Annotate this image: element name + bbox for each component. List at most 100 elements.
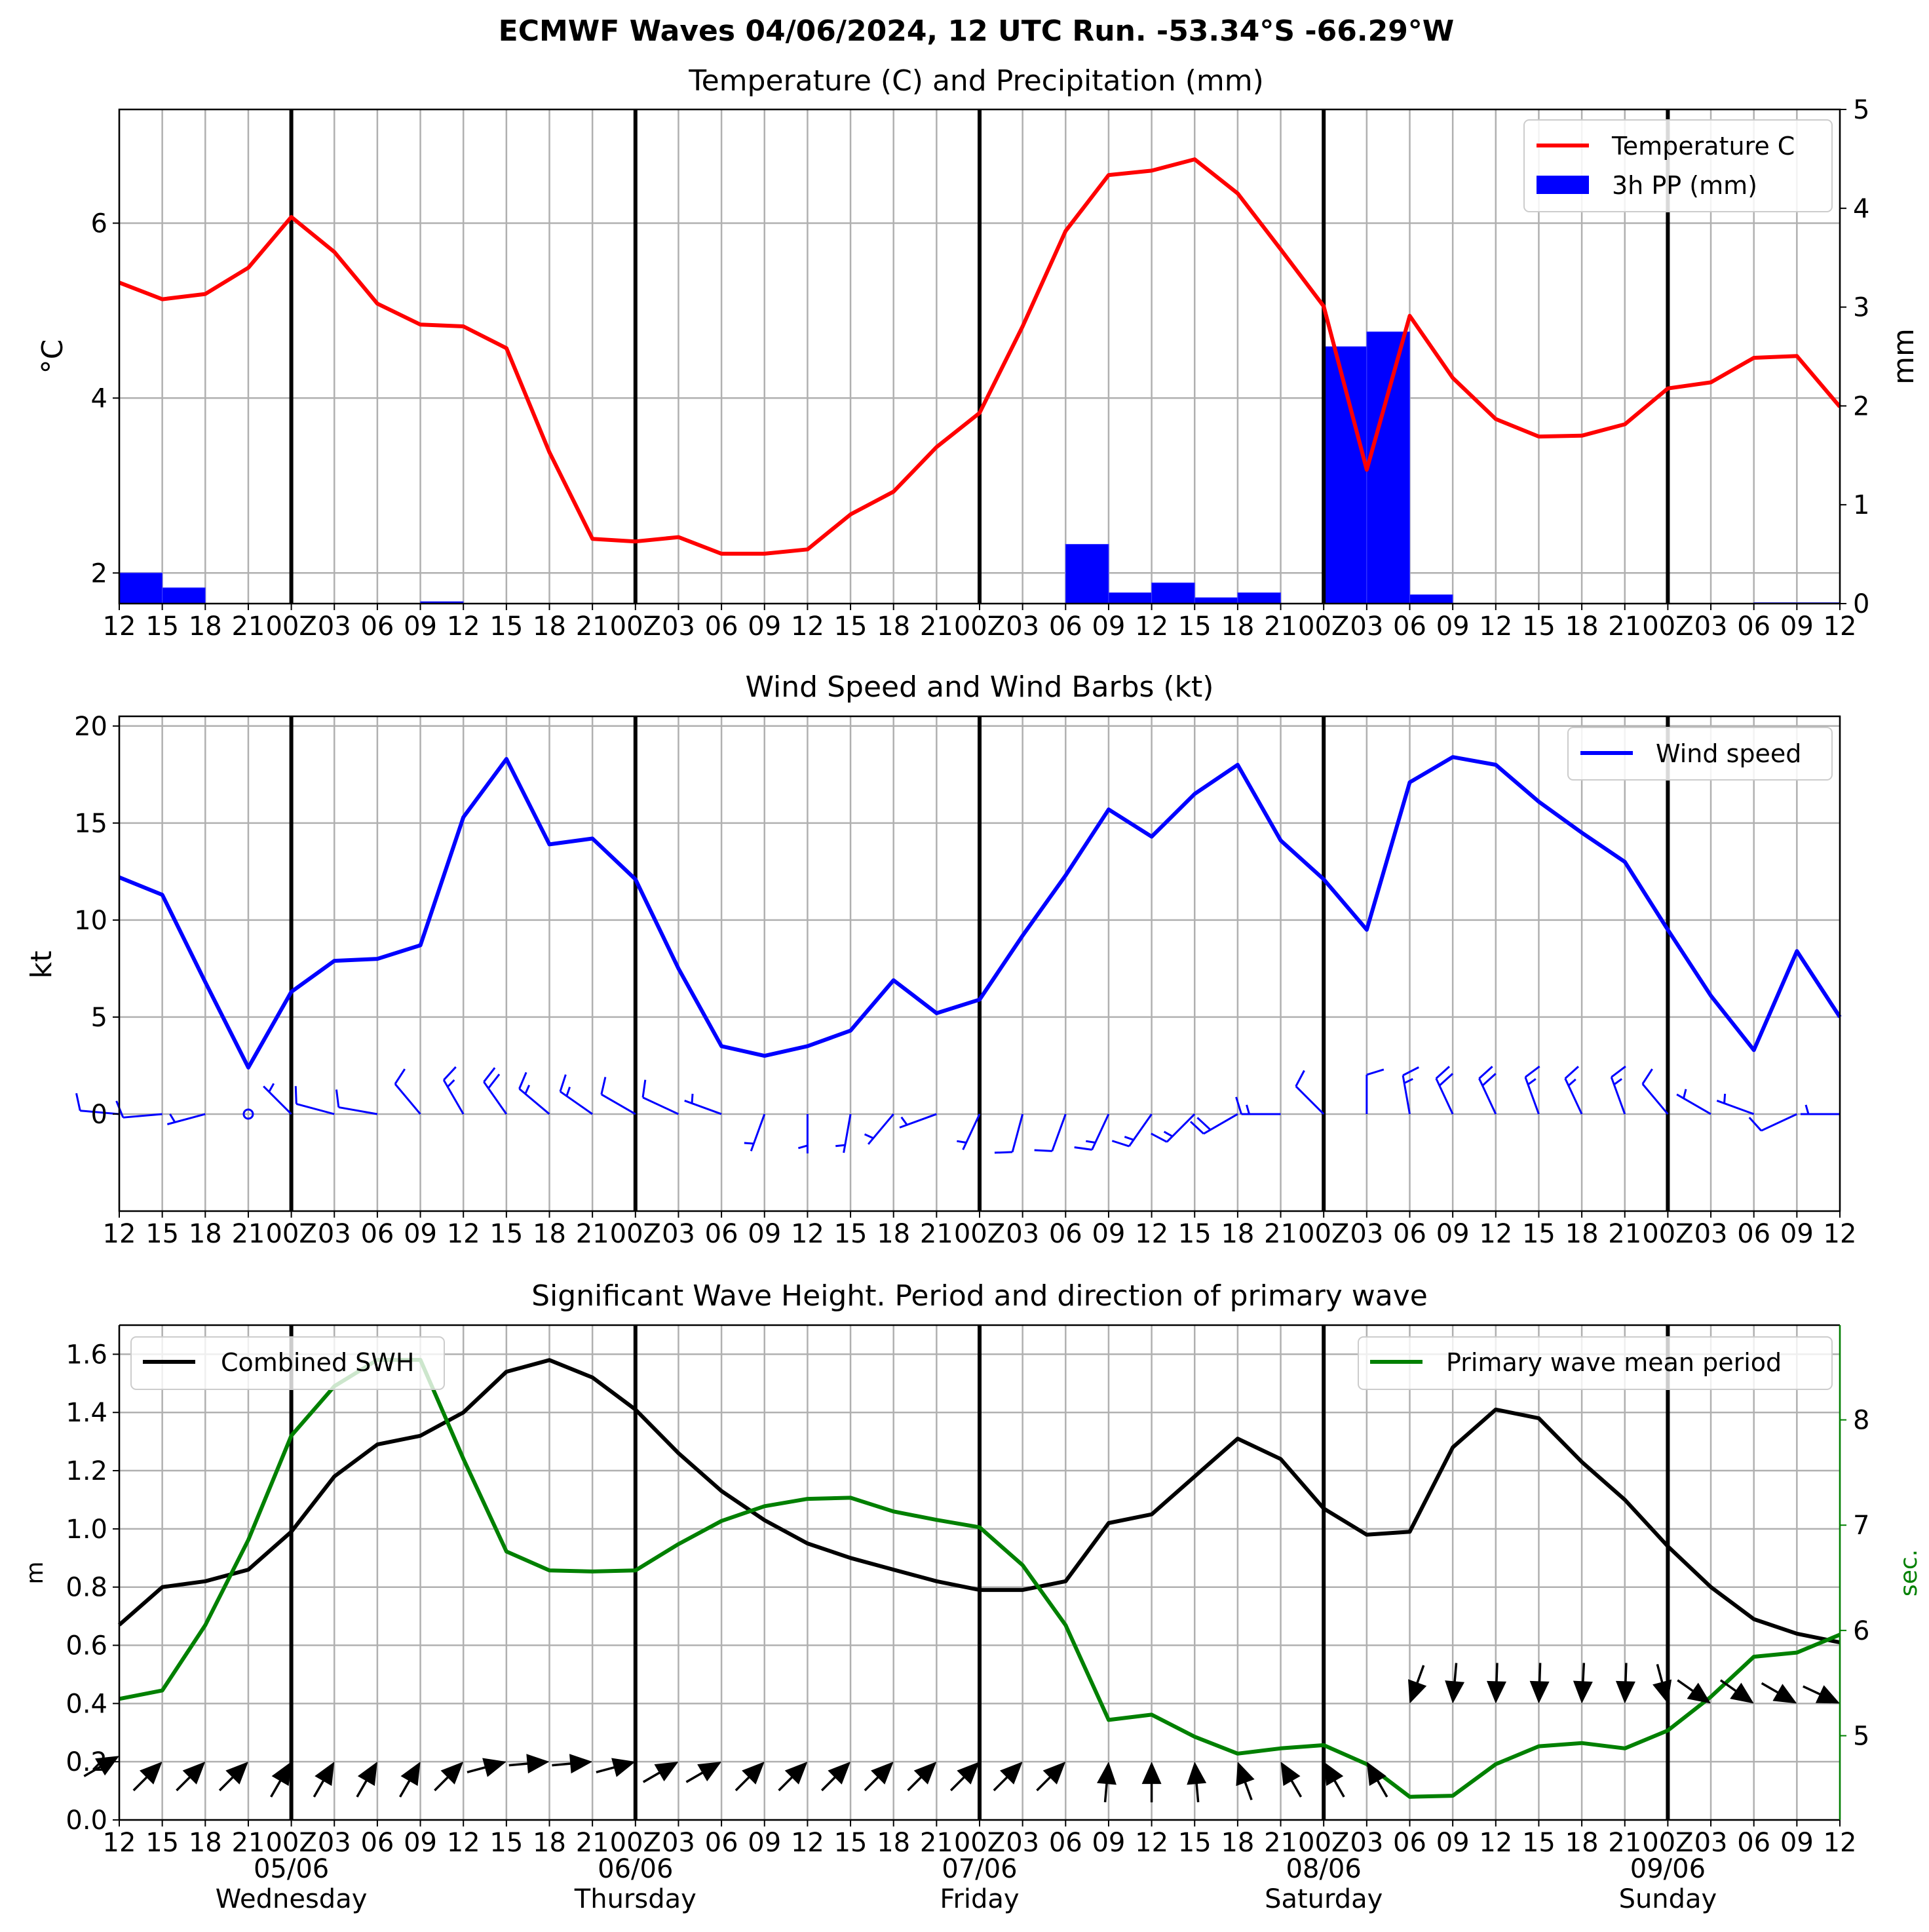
y-tick-label: 0 [91, 1100, 107, 1130]
wind-barb-staff [1295, 1085, 1325, 1115]
x-tick-label: 12 [1135, 611, 1168, 642]
x-tick-label: 03 [1694, 1828, 1728, 1858]
panel1-ylabel: °C [36, 339, 69, 374]
x-tick-label: 00Z [954, 1828, 1005, 1858]
wind-barb [1111, 1113, 1153, 1148]
x-tick-label: 18 [877, 1219, 910, 1249]
wind-barb-staff [338, 1106, 378, 1115]
wave-arrow-head [742, 1762, 765, 1785]
wind-barb [1366, 1068, 1385, 1114]
y-tick-label: 0.4 [66, 1689, 107, 1719]
wave-arrow-head [140, 1762, 162, 1785]
wind-barb-half-flag [1613, 1078, 1623, 1086]
wind-barb-half-flag [1683, 1089, 1687, 1099]
wave-direction-arrow [218, 1762, 248, 1792]
wave-arrow-head [225, 1762, 248, 1785]
wind-barb-staff [684, 1100, 722, 1115]
wind-barb-staff [899, 1113, 937, 1129]
wave-direction-arrow [1324, 1762, 1345, 1798]
x-tick-label: 18 [1565, 1219, 1599, 1249]
y-tick-label: 20 [74, 712, 107, 742]
wind-barb-staff [1564, 1077, 1583, 1115]
x-tick-label: 03 [318, 611, 351, 642]
wind-barb-staff [867, 1113, 894, 1145]
wave-direction-arrow [1236, 1762, 1255, 1801]
x-tick-label: 12 [447, 611, 480, 642]
x-tick-label: 21 [1608, 1828, 1641, 1858]
precip-bar [1151, 582, 1195, 604]
wave-arrow-head [526, 1754, 550, 1774]
wave-direction-arrow [1141, 1762, 1162, 1803]
x-tick-label: 12 [447, 1219, 480, 1249]
panel2-legend: Wind speed [1567, 727, 1833, 781]
wind-barb-half-flag [744, 1142, 754, 1145]
x-tick-label: 09 [1436, 1219, 1470, 1249]
x-tick-label: 00Z [1642, 1219, 1693, 1249]
x-tick-label: 12 [791, 1219, 824, 1249]
wave-arrow-head [1408, 1679, 1427, 1704]
wave-direction-arrow [270, 1762, 292, 1798]
wind-barb-flag [994, 1151, 1013, 1154]
wave-arrow-head [871, 1762, 894, 1785]
wind-barb-half-flag [1567, 1078, 1576, 1087]
x-tick-label: 00Z [1298, 1828, 1349, 1858]
x-tick-label: 00Z [954, 1219, 1005, 1249]
wind-barb [797, 1113, 809, 1153]
legend-wind-label: Wind speed [1656, 739, 1801, 768]
wind-barb-flag [1435, 1066, 1450, 1079]
wind-barb-half-flag [797, 1144, 808, 1150]
x-tick-label: 18 [533, 1828, 566, 1858]
wave-arrow-head [440, 1762, 464, 1785]
legend-temperature-label: Temperature C [1611, 132, 1795, 161]
x-tick-label: 06 [705, 1219, 738, 1249]
wave-arrow-head [1366, 1762, 1386, 1787]
wave-direction-arrow [467, 1758, 506, 1777]
x-tick-label: 09 [748, 1828, 781, 1858]
wind-barb-half-flag [900, 1116, 908, 1126]
wave-direction-arrow [1036, 1762, 1066, 1792]
wind-barb [1716, 1093, 1755, 1115]
wave-arrow-head [1187, 1762, 1207, 1785]
wind-barb [1748, 1113, 1797, 1132]
wind-barb [1189, 1113, 1238, 1135]
wave-arrow-head [1529, 1680, 1550, 1704]
wind-barb-half-flag [1246, 1104, 1250, 1115]
x-tick-label: 00Z [610, 1828, 661, 1858]
panel1-y-ticks: 2 4 6 [91, 208, 119, 589]
x-tick-label: 06 [1393, 611, 1426, 642]
panel2-ylabel: kt [25, 951, 58, 979]
x-tick-label: 03 [318, 1219, 351, 1249]
wind-barb-half-flag [1163, 1130, 1174, 1138]
x-tick-label: 12 [1479, 1828, 1512, 1858]
wave-arrow-head [1445, 1680, 1465, 1704]
wind-barb-staff [1435, 1077, 1454, 1115]
x-tick-label: 15 [489, 611, 523, 642]
wind-panel: Wind Speed and Wind Barbs (kt) 05101520 … [25, 670, 1856, 1249]
wind-barb [166, 1113, 206, 1125]
x-tick-label: 09 [1436, 1828, 1470, 1858]
wave-arrow-head [1573, 1680, 1593, 1704]
wave-direction-arrow [508, 1754, 550, 1774]
wind-barb [1151, 1113, 1196, 1143]
day-name-label: Sunday [1619, 1884, 1717, 1914]
wave-direction-arrow [1366, 1762, 1388, 1798]
x-tick-label: 12 [1479, 1219, 1512, 1249]
x-tick-label: 06 [1049, 1219, 1082, 1249]
wave-arrow-head [913, 1762, 937, 1785]
wind-barb-staff [166, 1113, 206, 1125]
wind-barb-staff [1011, 1113, 1024, 1153]
precip-bar [119, 572, 163, 604]
wave-arrow-head [400, 1762, 421, 1787]
wave-direction-arrow [552, 1754, 593, 1774]
panel3-day-lines [289, 1325, 1670, 1820]
day-name-label: Friday [940, 1884, 1019, 1914]
legend-period-label: Primary wave mean period [1446, 1348, 1782, 1377]
wave-arrow-head [697, 1762, 722, 1782]
wave-direction-arrow [356, 1762, 377, 1798]
right-y-tick-label: 5 [1853, 1721, 1869, 1751]
wind-barb-flag [483, 1067, 496, 1083]
wind-barb-flag [1196, 1117, 1212, 1131]
wave-arrow-head [1236, 1762, 1255, 1787]
y-tick-label: 0.2 [66, 1747, 107, 1777]
panel1-x-ticks: 12 15 18 21 00Z 03 06 09 12 15 18 21 00Z 03 06 09 12 15 18… [103, 604, 1856, 642]
